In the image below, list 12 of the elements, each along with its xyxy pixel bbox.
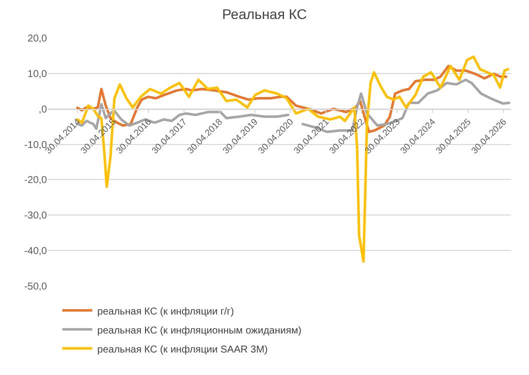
y-tick-label: -40,0 [24, 246, 48, 258]
y-tick-label: 10,0 [28, 68, 48, 80]
chart-title: Реальная КС [222, 6, 307, 22]
legend-label: реальная КС (к инфляции г/г) [97, 306, 234, 318]
y-tick-label: -20,0 [24, 175, 48, 186]
y-tick-label: -10,0 [24, 140, 48, 151]
legend-label: реальная КС (к инфляционным ожиданиям) [97, 325, 302, 336]
y-tick-label: -30,0 [24, 210, 48, 222]
y-tick-label: ,0 [38, 104, 48, 116]
legend-label: реальная КС (к инфляции SAAR 3M) [97, 344, 268, 356]
y-tick-label: 20,0 [28, 34, 48, 44]
y-tick-label: -50,0 [24, 282, 48, 292]
